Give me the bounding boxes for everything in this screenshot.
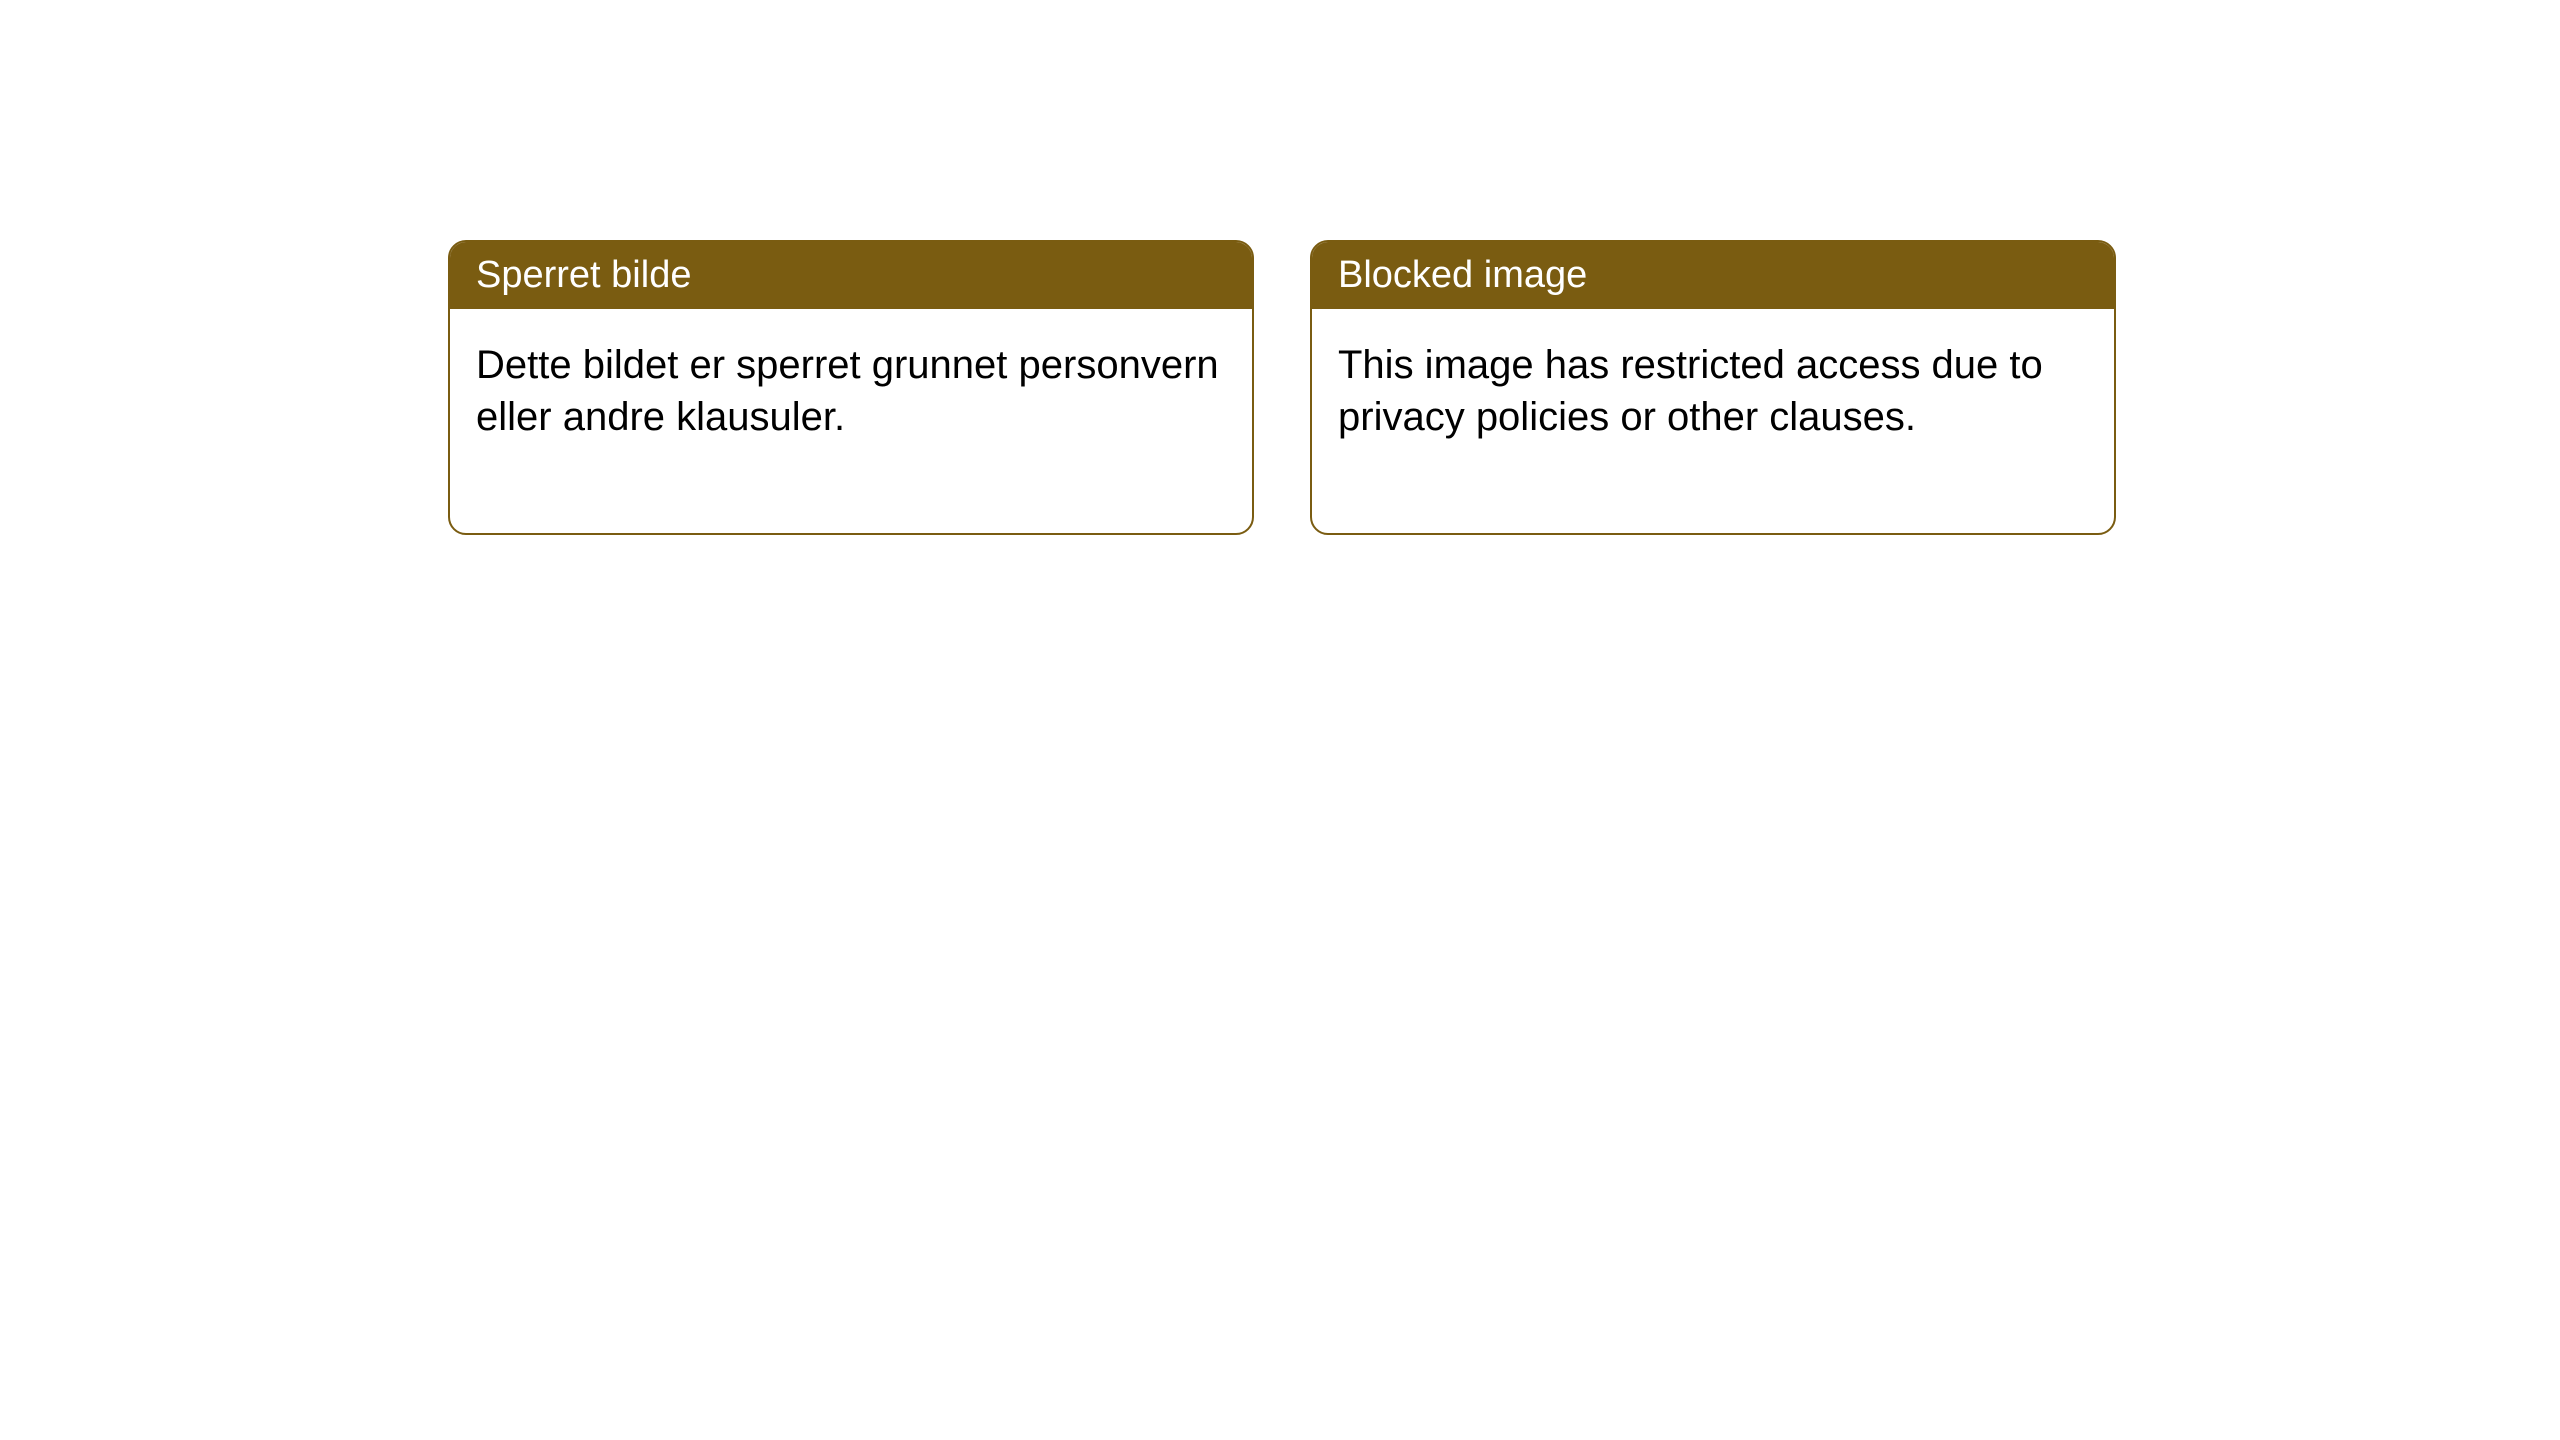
notice-container: Sperret bilde Dette bildet er sperret gr… — [448, 240, 2116, 535]
notice-header: Sperret bilde — [450, 242, 1252, 309]
notice-header: Blocked image — [1312, 242, 2114, 309]
notice-card-norwegian: Sperret bilde Dette bildet er sperret gr… — [448, 240, 1254, 535]
notice-card-english: Blocked image This image has restricted … — [1310, 240, 2116, 535]
notice-body: Dette bildet er sperret grunnet personve… — [450, 309, 1252, 533]
notice-body: This image has restricted access due to … — [1312, 309, 2114, 533]
